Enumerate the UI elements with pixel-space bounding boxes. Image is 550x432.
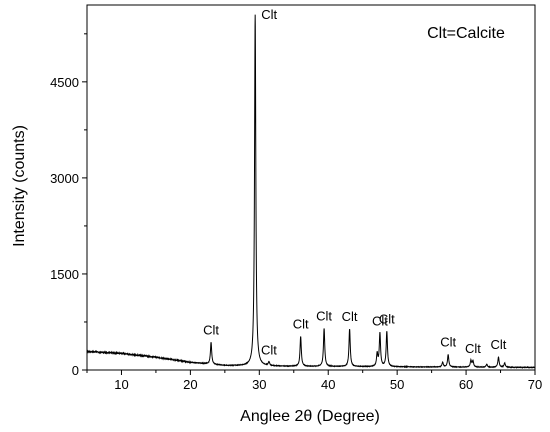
y-axis-title: Intensity (counts) — [11, 125, 28, 247]
y-tick-label: 1500 — [50, 267, 79, 282]
peak-label: Clt — [316, 308, 332, 323]
peak-label: Clt — [261, 7, 277, 22]
xrd-pattern-line — [86, 14, 535, 369]
y-tick-label: 4500 — [50, 75, 79, 90]
y-axis-ticks: 0 1500 3000 4500 — [50, 33, 87, 378]
xrd-trace — [86, 14, 535, 369]
x-tick-label: 70 — [528, 377, 542, 392]
peak-label: Clt — [440, 335, 456, 350]
x-tick-label: 30 — [252, 377, 266, 392]
peak-label: Clt — [465, 341, 481, 356]
legend-note: Clt=Calcite — [427, 25, 505, 42]
peak-label: Clt — [379, 312, 395, 327]
x-tick-label: 10 — [114, 377, 128, 392]
y-tick-label: 0 — [72, 363, 79, 378]
axes — [86, 4, 536, 371]
x-tick-label: 20 — [183, 377, 197, 392]
peak-label: Clt — [293, 317, 309, 332]
peak-label: Clt — [342, 309, 358, 324]
x-tick-label: 60 — [459, 377, 473, 392]
y-tick-label: 3000 — [50, 171, 79, 186]
x-axis-title: Anglee 2θ (Degree) — [240, 408, 380, 425]
plot-frame — [86, 4, 536, 371]
peak-label: Clt — [372, 314, 388, 329]
x-tick-label: 50 — [390, 377, 404, 392]
x-tick-label: 40 — [321, 377, 335, 392]
x-axis-ticks: 10 20 30 40 50 60 70 — [86, 370, 542, 392]
peak-label: Clt — [203, 322, 219, 337]
peak-label: Clt — [491, 337, 507, 352]
peak-label: Clt — [261, 342, 277, 357]
